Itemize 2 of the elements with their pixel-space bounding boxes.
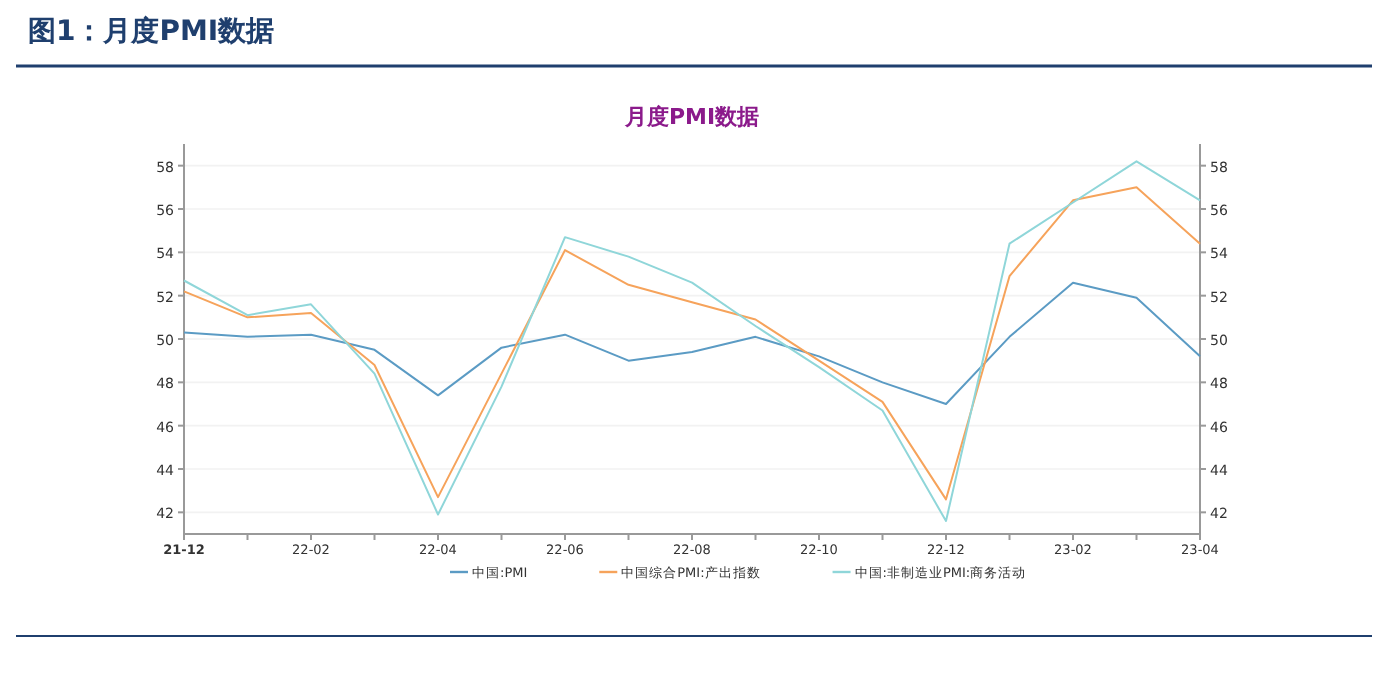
subtitle: 月度PMI数据 — [624, 104, 760, 130]
title: 图1：月度PMI数据 — [28, 16, 275, 48]
